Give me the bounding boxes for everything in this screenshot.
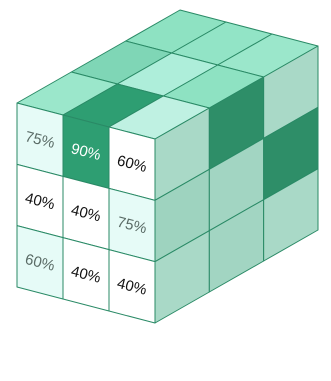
front-cell	[108, 249, 156, 324]
percentage-label: 90%	[69, 140, 102, 164]
percentage-label: 60%	[115, 152, 148, 176]
percentage-label: 40%	[115, 275, 148, 299]
percentage-label: 60%	[23, 251, 56, 275]
cube-right-face	[154, 45, 319, 324]
percentage-label: 40%	[23, 190, 56, 214]
cube-top-face	[16, 9, 319, 140]
percentage-label: 40%	[69, 202, 102, 226]
cube-front-face: 75% 90% 60% 40% 40% 75% 60% 40% 40%	[16, 102, 156, 324]
percentage-label: 75%	[23, 128, 56, 152]
percentage-label: 40%	[69, 263, 102, 287]
right-cell	[263, 168, 319, 262]
percentage-label: 75%	[115, 214, 148, 238]
